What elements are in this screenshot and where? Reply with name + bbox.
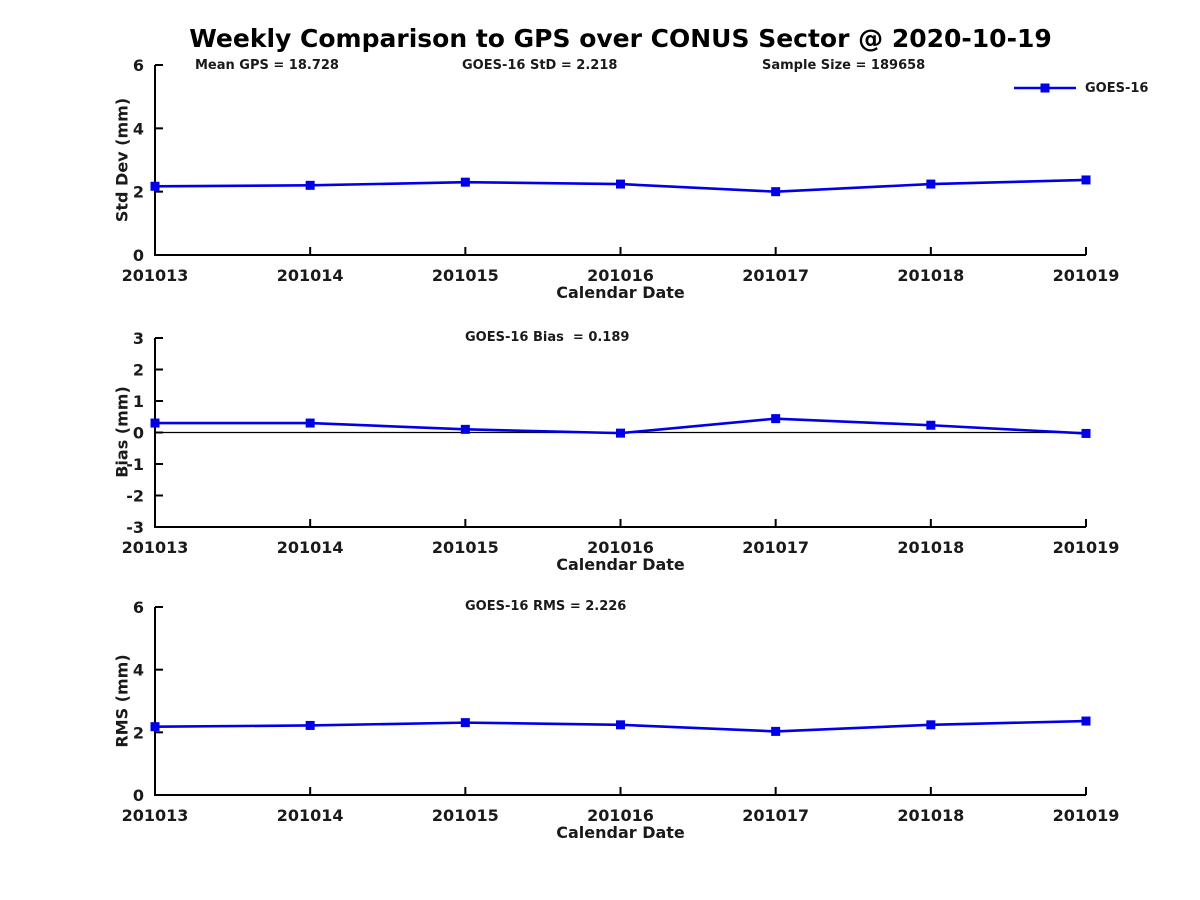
- y-tick-label: 0: [133, 424, 144, 443]
- y-tick-label: 6: [133, 598, 144, 617]
- data-marker: [150, 181, 160, 191]
- x-tick-label: 201019: [1053, 538, 1120, 557]
- x-tick-label: 201013: [122, 538, 189, 557]
- data-marker: [1081, 175, 1091, 185]
- x-tick-label: 201014: [277, 806, 344, 825]
- y-tick-label: 0: [133, 246, 144, 265]
- annotation-goes16-std: GOES-16 StD = 2.218: [462, 58, 618, 73]
- x-tick-label: 201015: [432, 266, 499, 285]
- data-marker: [771, 414, 781, 424]
- annotation-mean-gps: Mean GPS = 18.728: [195, 58, 339, 73]
- data-marker: [460, 177, 470, 187]
- y-tick-label: 2: [133, 183, 144, 202]
- x-tick-label: 201014: [277, 266, 344, 285]
- x-tick-label: 201016: [587, 538, 654, 557]
- legend-label: GOES-16: [1085, 80, 1149, 96]
- data-marker: [616, 179, 625, 189]
- x-tick-label: 201018: [897, 538, 964, 557]
- y-tick-label: 6: [133, 56, 144, 75]
- annotation-goes16-rms: GOES-16 RMS = 2.226: [465, 599, 627, 614]
- x-tick-label: 201017: [742, 538, 809, 557]
- data-marker: [150, 418, 160, 428]
- xlabel-calendar-date-bottom: Calendar Date: [556, 823, 685, 842]
- x-tick-label: 201019: [1053, 266, 1120, 285]
- x-tick-label: 201016: [587, 266, 654, 285]
- data-marker: [771, 187, 781, 197]
- x-tick-label: 201018: [897, 266, 964, 285]
- x-tick-label: 201019: [1053, 806, 1120, 825]
- data-marker: [771, 726, 781, 736]
- x-tick-label: 201017: [742, 266, 809, 285]
- data-marker: [616, 720, 625, 730]
- axis-rms-vs-calendar-date: [154, 607, 1086, 796]
- data-marker: [1081, 716, 1091, 726]
- x-tick-label: 201018: [897, 806, 964, 825]
- annotation-sample-size: Sample Size = 189658: [762, 58, 926, 73]
- x-tick-label: 201016: [587, 806, 654, 825]
- y-tick-label: 0: [133, 786, 144, 805]
- data-marker: [926, 720, 936, 730]
- y-tick-label: 1: [133, 392, 144, 411]
- data-marker: [1081, 428, 1091, 438]
- y-tick-label: -1: [126, 455, 144, 474]
- x-tick-label: 201013: [122, 266, 189, 285]
- y-tick-label: -3: [126, 518, 144, 537]
- legend-line-marker-icon: [1014, 83, 1076, 93]
- xlabel-calendar-date-top: Calendar Date: [556, 283, 685, 302]
- x-tick-label: 201017: [742, 806, 809, 825]
- annotation-goes16-bias: GOES-16 Bias = 0.189: [465, 330, 630, 345]
- figure-title: Weekly Comparison to GPS over CONUS Sect…: [189, 24, 1052, 53]
- data-marker: [460, 424, 470, 434]
- data-marker: [616, 428, 625, 438]
- y-tick-label: 4: [133, 661, 144, 680]
- data-marker: [926, 420, 936, 430]
- data-marker: [305, 720, 315, 730]
- data-marker: [305, 418, 315, 428]
- data-marker: [460, 718, 470, 728]
- y-tick-label: 4: [133, 119, 144, 138]
- y-tick-label: -2: [126, 487, 144, 506]
- data-marker: [150, 722, 160, 732]
- y-tick-label: 2: [133, 723, 144, 742]
- data-marker: [305, 180, 315, 190]
- x-tick-label: 201013: [122, 806, 189, 825]
- legend: GOES-16: [1012, 80, 1148, 96]
- x-tick-label: 201015: [432, 538, 499, 557]
- x-tick-label: 201015: [432, 806, 499, 825]
- y-tick-label: 3: [133, 329, 144, 348]
- data-marker: [926, 179, 936, 189]
- y-tick-label: 2: [133, 361, 144, 380]
- x-tick-label: 201014: [277, 538, 344, 557]
- axis-std-dev-vs-calendar-date: [154, 65, 1086, 256]
- xlabel-calendar-date-middle: Calendar Date: [556, 555, 685, 574]
